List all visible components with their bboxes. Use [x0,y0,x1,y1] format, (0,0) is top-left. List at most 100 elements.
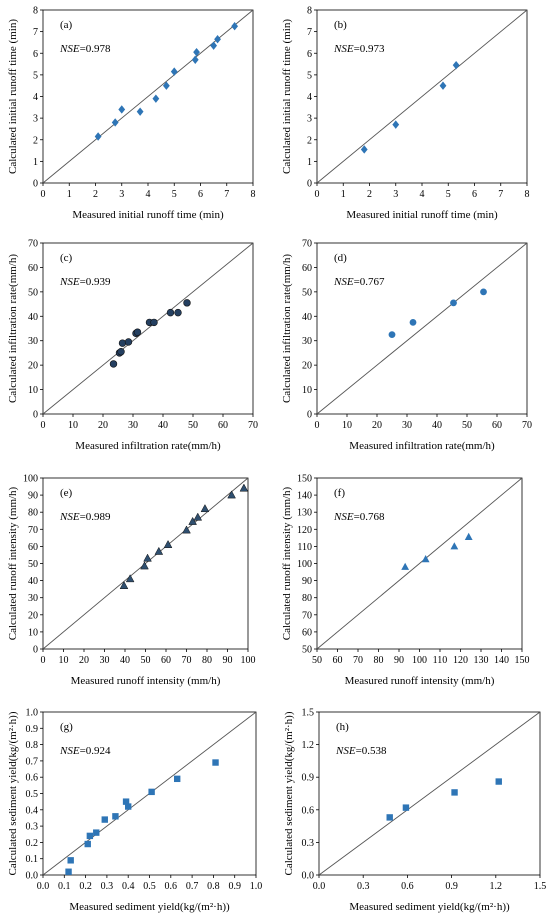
nse-annotation: NSE=0.939 [59,276,111,288]
y-tick-label: 140 [297,491,312,502]
data-point [170,67,178,76]
data-point [191,55,199,64]
y-axis-label: Calculated sediment yield(kg/(m²·h)) [7,711,19,875]
y-tick-label: 70 [302,610,312,621]
y-tick-label: 8 [307,6,312,17]
y-tick-label: 0.3 [302,838,315,849]
panel-label: (f) [334,487,345,499]
nse-symbol: NSE [59,43,80,55]
nse-value: =0.973 [354,43,385,55]
data-point [166,308,175,317]
y-tick-label: 50 [28,287,38,298]
x-tick-label: 4 [146,189,151,200]
x-tick-label: 1.0 [250,881,263,892]
data-point [86,832,94,840]
y-tick-label: 0.0 [302,871,315,882]
y-tick-label: 40 [302,312,312,323]
nse-value: =0.989 [80,511,111,523]
y-tick-label: 1 [33,157,38,168]
y-tick-label: 0.1 [26,854,39,865]
x-tick-label: 3 [393,189,398,200]
data-point [152,94,160,103]
nse-annotation: NSE=0.538 [335,745,387,757]
data-point [183,299,191,307]
y-axis-label: Calculated infiltration rate(mm/h) [281,254,293,403]
x-tick-label: 3 [119,189,124,200]
x-axis-label: Measured initial runoff time (min) [346,209,498,221]
data-point [111,118,119,127]
x-tick-label: 60 [218,420,228,431]
panel-label: (d) [334,252,347,264]
y-tick-label: 1.2 [302,740,315,751]
x-tick-label: 40 [432,420,442,431]
nse-annotation: NSE=0.768 [333,511,385,523]
data-point [402,804,410,811]
data-point [133,328,142,336]
nse-annotation: NSE=0.924 [59,745,111,757]
y-tick-label: 20 [28,610,38,621]
nse-annotation: NSE=0.989 [59,511,111,523]
x-tick-label: 20 [79,655,89,666]
y-tick-label: 3 [33,114,38,125]
data-point [451,789,458,796]
data-point [188,516,197,525]
data-point [143,553,152,562]
x-tick-label: 1 [341,189,346,200]
x-tick-label: 7 [224,189,229,200]
y-tick-label: 60 [302,627,312,638]
panel-b: 0 1 2 3 4 5 6 7 8 0 1 2 3 4 5 6 7 8 Measured initial runof… [281,6,530,222]
data-point [401,562,410,570]
panel-g: 0.0 0.1 0.2 0.3 0.4 0.5 0.6 0.7 0.8 0.9 1.0 0.0 0.1 0… [7,708,262,914]
y-tick-label: 1.5 [302,708,315,719]
nse-symbol: NSE [333,43,354,55]
x-tick-label: 30 [128,420,138,431]
data-point [163,539,173,548]
y-tick-label: 4 [307,92,312,103]
x-tick-label: 40 [158,420,168,431]
y-tick-label: 0.0 [26,871,39,882]
x-tick-label: 5 [172,189,177,200]
y-tick-label: 60 [28,263,38,274]
y-tick-label: 80 [302,593,312,604]
data-point [193,512,203,521]
y-tick-label: 30 [28,336,38,347]
x-tick-label: 50 [141,655,151,666]
data-point [174,308,182,317]
data-point [140,561,149,570]
y-tick-label: 20 [28,361,38,372]
data-point [119,581,129,589]
x-tick-label: 110 [433,655,448,666]
y-tick-label: 0 [33,179,38,190]
y-tick-label: 100 [23,474,38,485]
x-axis-label: Measured infiltration rate(mm/h) [75,440,221,452]
x-axis-label: Measured sediment yield(kg/(m²·h)) [69,901,230,913]
x-tick-label: 20 [98,420,108,431]
nse-symbol: NSE [335,745,356,757]
panel-h: 0.0 0.3 0.6 0.9 1.2 1.5 0.0 0.3 0.6 0.9 1.2 1.5 Meas… [283,708,546,914]
x-tick-label: 10 [342,420,352,431]
y-tick-label: 7 [307,27,312,38]
y-tick-label: 4 [33,92,38,103]
one-to-one-line [42,9,254,184]
data-point [480,288,487,296]
data-point [214,34,221,44]
y-axis-label: Calculated runoff intensity (mm/h) [7,486,19,640]
x-tick-label: 10 [68,420,78,431]
x-tick-label: 80 [374,655,384,666]
y-tick-label: 7 [33,27,38,38]
x-tick-label: 1.5 [534,881,547,892]
data-point [421,555,430,563]
data-point [210,41,218,50]
x-tick-label: 100 [412,655,427,666]
x-tick-label: 4 [420,189,425,200]
nse-annotation: NSE=0.767 [333,276,385,288]
x-tick-label: 10 [59,655,69,666]
y-tick-label: 5 [33,70,38,81]
x-tick-label: 0.3 [101,881,114,892]
y-tick-label: 120 [297,525,312,536]
x-tick-label: 120 [453,655,468,666]
y-tick-label: 0.9 [302,773,315,784]
data-point [154,546,164,555]
y-tick-label: 50 [28,559,38,570]
y-tick-label: 130 [297,508,312,519]
